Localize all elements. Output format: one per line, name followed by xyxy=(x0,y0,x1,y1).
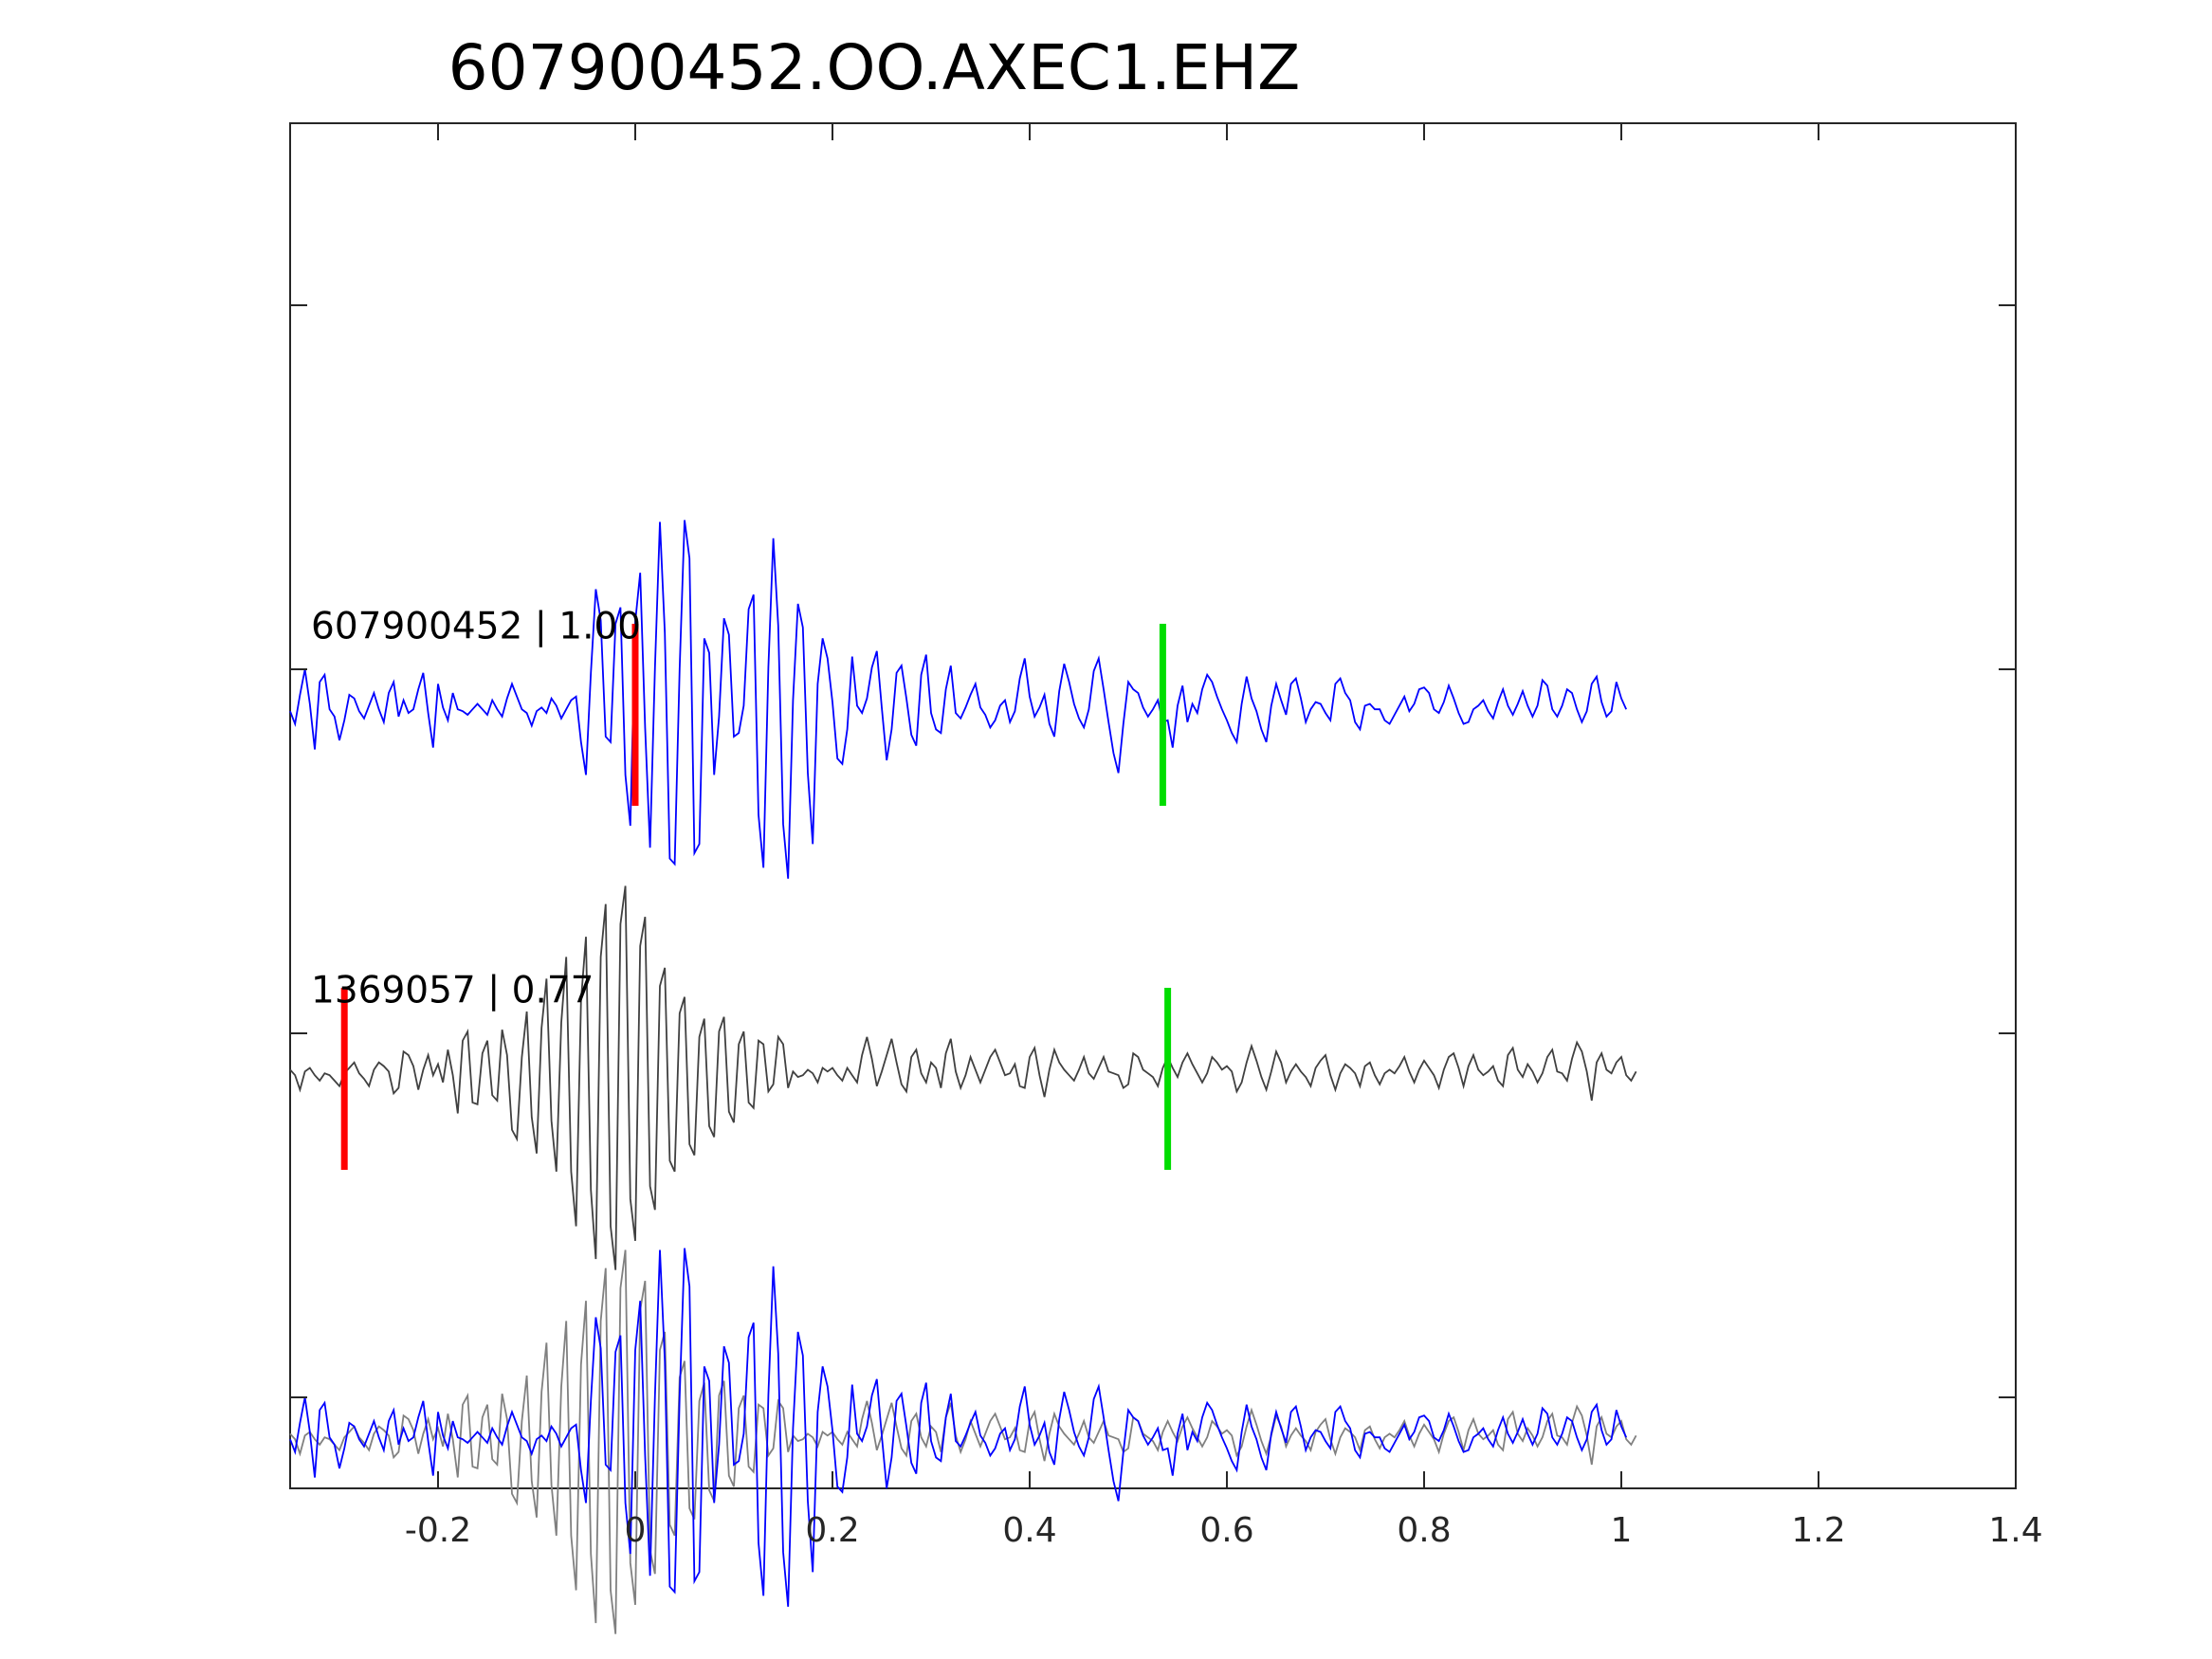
x-tick-label: 1.2 xyxy=(1791,1511,1845,1550)
x-tick-label: 0.2 xyxy=(805,1511,859,1550)
x-tick-label: -0.2 xyxy=(405,1511,471,1550)
x-tick-label: 0.4 xyxy=(1002,1511,1056,1550)
x-tick-label: 0.8 xyxy=(1397,1511,1451,1550)
x-tick-label: 1 xyxy=(1611,1511,1633,1550)
x-tick-label: 1.4 xyxy=(1988,1511,2042,1550)
traces-layer xyxy=(289,520,1637,1634)
trace-label-primary: 607900452 | 1.00 xyxy=(311,605,641,647)
x-tick-label: 0 xyxy=(625,1511,647,1550)
chart-title: 607900452.OO.AXEC1.EHZ xyxy=(448,31,1301,104)
picks-layer xyxy=(340,624,1172,1170)
overlay-template-line xyxy=(289,1249,1637,1634)
trace-template-line xyxy=(289,885,1637,1270)
overlay-primary-line xyxy=(289,1248,1628,1607)
x-tick-label: 0.6 xyxy=(1199,1511,1253,1550)
ticks-layer xyxy=(290,123,2017,1488)
trace-primary-line xyxy=(289,520,1628,879)
plot-frame xyxy=(289,122,2017,1489)
labels-layer: -0.2 0 0.2 0.4 0.6 0.8 1 1.2 1.4 607900452 | 1.00… xyxy=(311,605,2043,1550)
trace-label-template: 1369057 | 0.77 xyxy=(311,969,594,1012)
